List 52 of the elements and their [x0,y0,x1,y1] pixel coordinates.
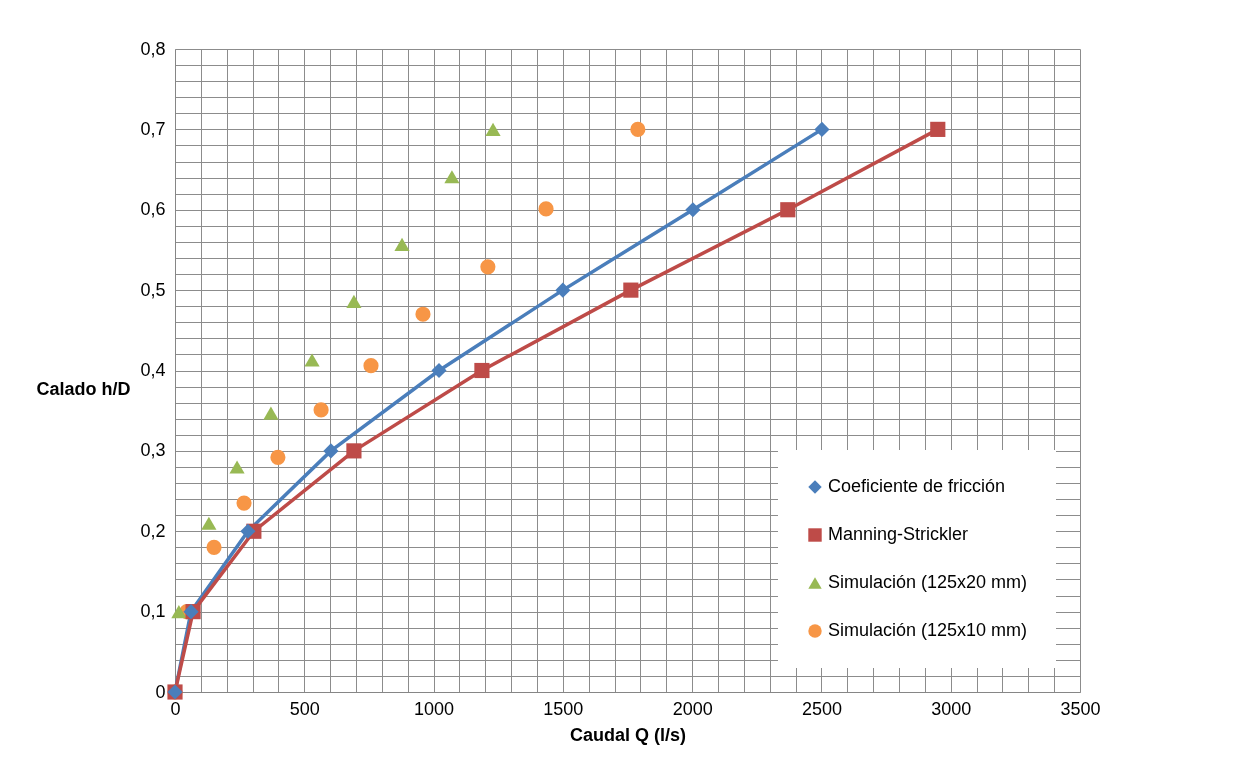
point [229,460,245,474]
y-tick-label: 0,8 [140,38,166,59]
y-tick-label: 0,1 [140,601,166,622]
legend-label: Coeficiente de fricción [828,476,1006,496]
point [930,121,946,137]
x-tick-label: 0 [170,698,181,719]
point [313,402,329,418]
point [270,449,286,465]
y-tick-label: 0,5 [140,279,166,300]
point [685,202,701,218]
x-tick-label: 1000 [414,698,455,719]
y-tick-label: 0,3 [140,440,166,461]
y-tick-label: 0 [155,681,166,702]
x-tick-label: 3000 [931,698,972,719]
point [206,539,222,555]
point [485,122,501,136]
point [555,282,571,298]
point [538,201,554,217]
point [304,353,320,367]
point [480,259,496,275]
point [346,294,362,308]
point [363,358,379,374]
legend-label: Simulación (125x20 mm) [828,572,1028,592]
legend-label: Simulación (125x10 mm) [828,620,1028,640]
point [346,443,362,459]
y-tick-label: 0,6 [140,199,166,220]
point [814,121,830,137]
x-tick-label: 1500 [543,698,584,719]
y-axis-title: Calado h/D [36,378,131,399]
point [431,362,447,379]
point [780,202,796,218]
x-axis-title: Caudal Q (l/s) [569,724,687,745]
point [415,306,431,322]
point [236,495,252,511]
point [240,523,256,539]
y-tick-label: 0,4 [140,360,166,380]
legend-label: Manning-Strickler [828,524,969,544]
x-tick-label: 3500 [1060,698,1101,719]
point [201,516,217,530]
point [171,605,187,619]
point [323,443,339,459]
point [394,237,410,251]
x-tick-label: 2500 [801,698,842,719]
point [444,170,460,184]
y-tick-label: 0,7 [140,118,166,139]
x-tick-label: 500 [289,698,320,719]
point [474,362,490,379]
y-tick-label: 0,2 [140,520,166,541]
x-tick-label: 2000 [672,698,713,719]
point [623,282,639,298]
point [263,406,279,420]
point [630,121,646,137]
